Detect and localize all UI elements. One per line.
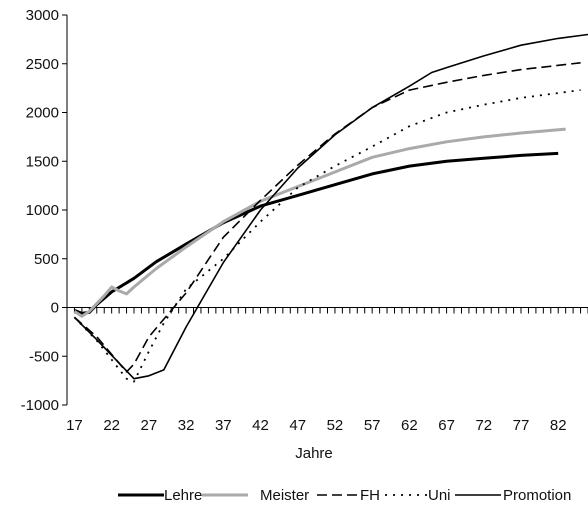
legend-label-meister: Meister	[260, 487, 309, 504]
y-tick-label: 1000	[26, 202, 59, 219]
legend-label-fh: FH	[360, 487, 380, 504]
legend-label-uni: Uni	[428, 487, 451, 504]
series-lines	[73, 33, 588, 383]
x-tick-label: 22	[103, 417, 120, 434]
series-line-fh	[73, 62, 581, 373]
x-tick-label: 72	[475, 417, 492, 434]
y-tick-label: -500	[29, 348, 59, 365]
legend: Lehre Meister FH Uni Promotion	[118, 487, 571, 504]
x-tick-label: 77	[513, 417, 530, 434]
x-tick-label: 62	[401, 417, 418, 434]
y-tick-label: 500	[34, 251, 59, 268]
y-tick-label: -1000	[21, 397, 59, 414]
x-tick-label: 57	[364, 417, 381, 434]
x-axis-label: Jahre	[295, 445, 333, 462]
y-axis: -1000 -500 0 500 1000 1500 2000 2500 3000	[21, 7, 68, 414]
x-tick-label: 52	[327, 417, 344, 434]
series-line-promotion	[73, 33, 588, 380]
x-tick-label: 27	[141, 417, 158, 434]
x-tick-label: 37	[215, 417, 232, 434]
x-tick-label: 82	[550, 417, 567, 434]
x-tick-label: 67	[438, 417, 455, 434]
y-tick-label: 1500	[26, 153, 59, 170]
x-tick-label: 32	[178, 417, 195, 434]
x-axis: 17 22 27 32 37 42 47 52 57 62 67 72 77 82	[66, 307, 588, 434]
legend-label-lehre: Lehre	[164, 487, 202, 504]
x-tick-label: 47	[289, 417, 306, 434]
legend-label-promotion: Promotion	[503, 487, 571, 504]
y-tick-label: 0	[51, 300, 59, 317]
series-line-meister	[73, 127, 566, 318]
y-tick-label: 2000	[26, 105, 59, 122]
x-tick-label: 42	[252, 417, 269, 434]
series-line-lehre	[73, 151, 559, 315]
y-tick-label: 3000	[26, 7, 59, 24]
x-tick-label: 17	[66, 417, 83, 434]
y-tick-label: 2500	[26, 56, 59, 73]
